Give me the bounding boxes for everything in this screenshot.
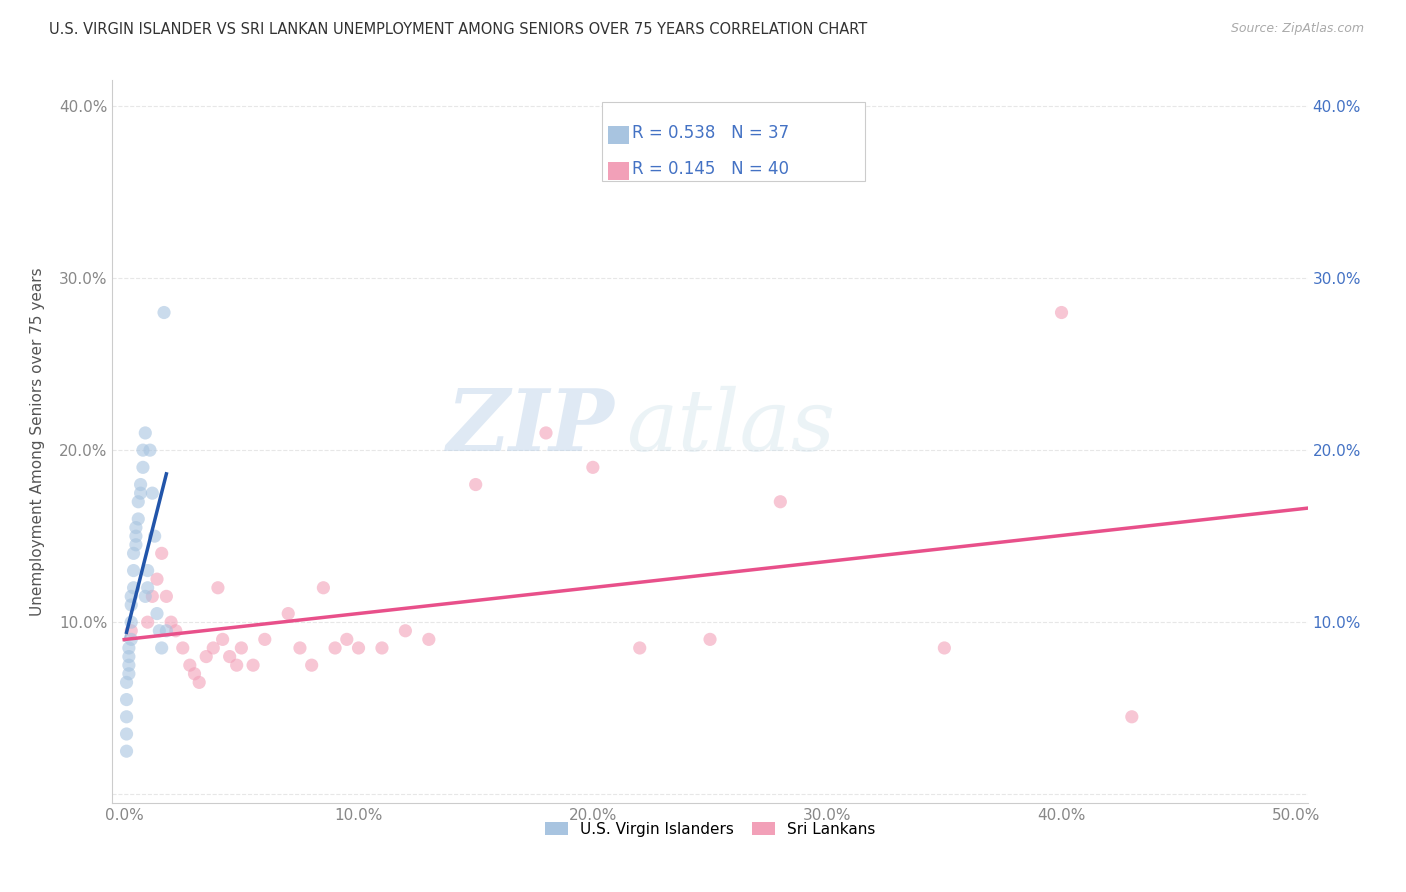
Point	[211, 632, 233, 647]
Point	[347, 640, 370, 655]
Point	[136, 615, 159, 630]
Point	[628, 640, 651, 655]
Point	[582, 460, 605, 475]
Point	[132, 460, 155, 475]
Point	[141, 590, 163, 604]
Point	[143, 529, 166, 543]
Point	[188, 675, 211, 690]
Point	[146, 572, 169, 586]
Point	[118, 658, 141, 673]
Point	[1121, 710, 1143, 724]
Point	[134, 425, 156, 440]
Text: atlas: atlas	[627, 385, 835, 468]
Legend: U.S. Virgin Islanders, Sri Lankans: U.S. Virgin Islanders, Sri Lankans	[536, 813, 884, 846]
Point	[534, 425, 557, 440]
Point	[195, 649, 218, 664]
Point	[139, 443, 162, 458]
Point	[122, 581, 145, 595]
Text: U.S. VIRGIN ISLANDER VS SRI LANKAN UNEMPLOYMENT AMONG SENIORS OVER 75 YEARS CORR: U.S. VIRGIN ISLANDER VS SRI LANKAN UNEMP…	[49, 22, 868, 37]
FancyBboxPatch shape	[609, 126, 630, 144]
Point	[183, 666, 205, 681]
FancyBboxPatch shape	[609, 161, 630, 179]
Point	[118, 666, 141, 681]
Point	[301, 658, 323, 673]
Point	[120, 624, 142, 638]
Point	[125, 520, 148, 534]
Point	[136, 564, 159, 578]
Point	[336, 632, 359, 647]
Point	[207, 581, 229, 595]
Text: ZIP: ZIP	[447, 385, 614, 469]
Point	[120, 632, 142, 647]
Text: R = 0.145   N = 40: R = 0.145 N = 40	[633, 160, 789, 178]
Point	[115, 710, 138, 724]
Point	[132, 443, 155, 458]
Point	[155, 590, 177, 604]
Point	[115, 744, 138, 758]
Text: Source: ZipAtlas.com: Source: ZipAtlas.com	[1230, 22, 1364, 36]
Point	[141, 486, 163, 500]
Point	[148, 624, 170, 638]
Point	[155, 624, 177, 638]
Point	[153, 305, 176, 319]
Point	[934, 640, 956, 655]
Point	[464, 477, 486, 491]
Point	[150, 546, 173, 560]
Point	[146, 607, 169, 621]
Point	[120, 590, 142, 604]
Point	[120, 598, 142, 612]
Point	[277, 607, 299, 621]
Point	[115, 675, 138, 690]
Point	[288, 640, 311, 655]
Point	[699, 632, 721, 647]
Point	[129, 477, 152, 491]
Point	[312, 581, 335, 595]
Point	[323, 640, 346, 655]
Point	[394, 624, 416, 638]
Point	[115, 727, 138, 741]
Point	[253, 632, 276, 647]
Point	[165, 624, 187, 638]
Point	[150, 640, 173, 655]
Point	[218, 649, 240, 664]
Point	[1050, 305, 1073, 319]
Point	[122, 546, 145, 560]
Point	[125, 529, 148, 543]
FancyBboxPatch shape	[603, 102, 866, 181]
Point	[134, 590, 156, 604]
Point	[172, 640, 194, 655]
Point	[127, 494, 149, 508]
Point	[371, 640, 394, 655]
Point	[118, 649, 141, 664]
Point	[127, 512, 149, 526]
Point	[160, 615, 183, 630]
Point	[122, 564, 145, 578]
Point	[225, 658, 247, 673]
Point	[129, 486, 152, 500]
Text: R = 0.538   N = 37: R = 0.538 N = 37	[633, 124, 790, 142]
Point	[179, 658, 201, 673]
Point	[136, 581, 159, 595]
Point	[120, 615, 142, 630]
Point	[202, 640, 225, 655]
Point	[769, 494, 792, 508]
Y-axis label: Unemployment Among Seniors over 75 years: Unemployment Among Seniors over 75 years	[31, 268, 45, 615]
Point	[125, 538, 148, 552]
Point	[115, 692, 138, 706]
Point	[418, 632, 440, 647]
Point	[242, 658, 264, 673]
Point	[231, 640, 253, 655]
Point	[118, 640, 141, 655]
